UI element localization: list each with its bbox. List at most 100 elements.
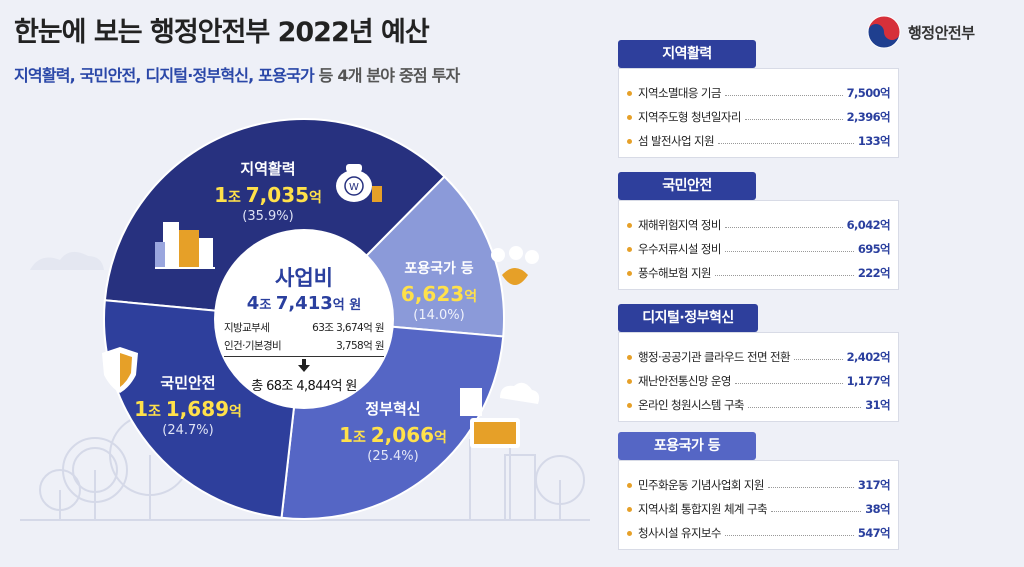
slice-percent: (14.0%) (413, 308, 465, 323)
shield-icon (102, 347, 138, 393)
item-value: 133억 (857, 134, 891, 148)
center-amount: 4조 7,413억 원 (246, 293, 362, 314)
bullet-icon (627, 90, 632, 96)
slice-label-digital: 정부혁신 1조 2,066억 (25.4%) (333, 398, 453, 464)
item-value: 317억 (857, 478, 891, 492)
dotted-leader (724, 226, 843, 228)
item-value: 222억 (857, 266, 891, 280)
panel-item: 지역사회 통합지원 체계 구축 38억 (627, 499, 891, 519)
bullet-icon (627, 506, 632, 512)
panel-item: 섬 발전사업 지원 133억 (627, 131, 891, 151)
item-label: 민주화운동 기념사업회 지원 (638, 478, 764, 492)
bullet-icon (627, 354, 632, 360)
bullet-icon (627, 270, 632, 276)
item-label: 청사시설 유지보수 (638, 526, 722, 540)
page-title: 한눈에 보는 행정안전부 2022년 예산 (14, 17, 430, 48)
bullet-icon (627, 482, 632, 488)
item-value: 7,500억 (846, 86, 891, 100)
bullet-icon (627, 222, 632, 228)
panel-item: 지역소멸대응 기금 7,500억 (627, 83, 891, 103)
dotted-leader (747, 406, 862, 408)
item-label: 온라인 청원시스템 구축 (638, 398, 745, 412)
item-label: 재해위험지역 정비 (638, 218, 722, 232)
dotted-leader (793, 358, 843, 360)
item-label: 우수저류시설 정비 (638, 242, 722, 256)
item-label: 지역소멸대응 기금 (638, 86, 722, 100)
item-label: 행정·공공기관 클라우드 전면 전환 (638, 350, 791, 364)
item-label: 지역주도형 청년일자리 (638, 110, 741, 124)
item-value: 1,177억 (846, 374, 891, 388)
dotted-leader (717, 142, 854, 144)
center-total: 총 68조 4,844억 원 (251, 379, 357, 394)
item-value: 2,402억 (846, 350, 891, 364)
center-line-1: 지방교부세 63조 3,674억 원 (224, 322, 385, 334)
panel-item: 풍수해보험 지원 222억 (627, 263, 891, 283)
slice-value: 1조 2,066억 (339, 423, 447, 447)
ministry-logo: 행정안전부 (866, 14, 975, 50)
buildings-icon (155, 222, 215, 269)
item-value: 695억 (857, 242, 891, 256)
panel-header: 포용국가 등 (618, 432, 756, 460)
center-title: 사업비 (275, 266, 333, 290)
bullet-icon (627, 530, 632, 536)
bullet-icon (627, 378, 632, 384)
panel-item: 청사시설 유지보수 547억 (627, 523, 891, 543)
item-value: 6,042억 (846, 218, 891, 232)
slice-name: 지역활력 (240, 160, 296, 178)
slice-percent: (35.9%) (242, 209, 294, 224)
slice-name: 정부혁신 (365, 400, 421, 418)
panel-header: 지역활력 (618, 40, 756, 68)
panel-item: 온라인 청원시스템 구축 31억 (627, 395, 891, 415)
taegeuk-icon (867, 15, 901, 49)
slice-label-regional: 지역활력 1조 7,035억 (35.9%) (208, 158, 328, 224)
dotted-leader (724, 250, 854, 252)
panel-item: 행정·공공기관 클라우드 전면 전환 2,402억 (627, 347, 891, 367)
people-heart-icon (491, 246, 539, 285)
slice-label-inclusive: 포용국가 등 6,623억 (14.0%) (394, 258, 484, 323)
dotted-leader (714, 274, 854, 276)
item-value: 547억 (857, 526, 891, 540)
dotted-leader (767, 486, 854, 488)
arrow-down-icon (298, 359, 310, 372)
item-label: 재난안전통신망 운영 (638, 374, 731, 388)
bullet-icon (627, 246, 632, 252)
panel-header: 국민안전 (618, 172, 756, 200)
bullet-icon (627, 114, 632, 120)
subtitle-highlight: 지역활력, 국민안전, 디지털·정부혁신, 포용국가 (14, 66, 315, 85)
center-summary: 사업비 4조 7,413억 원 지방교부세 63조 3,674억 원 인건·기본경… (224, 262, 385, 394)
panel-item: 민주화운동 기념사업회 지원 317억 (627, 475, 891, 495)
panel-item: 재해위험지역 정비 6,042억 (627, 215, 891, 235)
bullet-icon (627, 138, 632, 144)
logo-text: 행정안전부 (908, 23, 975, 42)
item-label: 지역사회 통합지원 체계 구축 (638, 502, 768, 516)
cloud-computer-icon (460, 382, 540, 448)
item-label: 섬 발전사업 지원 (638, 134, 715, 148)
pie-center-circle (214, 229, 394, 409)
panel-item: 우수저류시설 정비 695억 (627, 239, 891, 259)
dotted-leader (770, 510, 862, 512)
item-value: 2,396억 (846, 110, 891, 124)
slice-label-safety: 국민안전 1조 1,689억 (24.7%) (128, 372, 248, 438)
svg-text:W: W (349, 182, 359, 193)
budget-pie-chart: W (102, 118, 540, 520)
dotted-leader (724, 94, 843, 96)
slice-percent: (25.4%) (367, 449, 419, 464)
panel-header: 디지털·정부혁신 (618, 304, 758, 332)
dotted-leader (724, 534, 854, 536)
slice-value: 6,623억 (400, 282, 478, 306)
slice-value: 1조 7,035억 (214, 183, 322, 207)
slice-name: 국민안전 (160, 374, 216, 392)
slice-percent: (24.7%) (162, 423, 214, 438)
slice-value: 1조 1,689억 (134, 397, 242, 421)
dotted-leader (734, 382, 843, 384)
panel-item: 지역주도형 청년일자리 2,396억 (627, 107, 891, 127)
item-value: 38억 (865, 502, 890, 516)
page-subtitle: 지역활력, 국민안전, 디지털·정부혁신, 포용국가 등 4개 분야 중점 투자 (14, 62, 460, 86)
dotted-leader (744, 118, 843, 120)
center-line-2: 인건·기본경비 3,758억 원 (224, 340, 385, 352)
item-value: 31억 (865, 398, 890, 412)
